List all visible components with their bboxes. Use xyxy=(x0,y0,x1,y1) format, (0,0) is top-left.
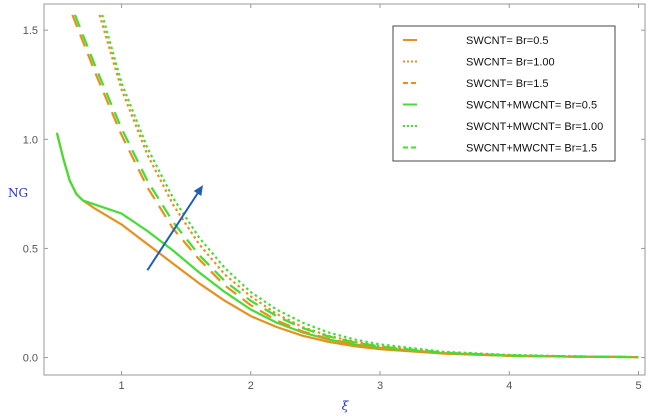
legend-label-0: SWCNT= Br=0.5 xyxy=(466,35,549,47)
legend-label-3: SWCNT+MWCNT= Br=0.5 xyxy=(466,100,597,112)
trend-arrow-shaft xyxy=(146,192,199,271)
legend-label-2: SWCNT= Br=1.5 xyxy=(466,78,549,90)
x-tick-label: 4 xyxy=(506,380,512,392)
x-tick-label: 5 xyxy=(635,380,641,392)
x-tick-label: 1 xyxy=(118,380,124,392)
x-tick-label: 3 xyxy=(377,380,383,392)
x-axis-label: ξ xyxy=(342,399,350,413)
y-tick-label: 1.0 xyxy=(23,134,38,146)
y-tick-label: 0.5 xyxy=(23,243,38,255)
annotation-layer xyxy=(146,185,203,271)
plot-border xyxy=(43,3,646,376)
trend-arrow-head xyxy=(193,185,203,196)
series-line-2 xyxy=(71,14,639,359)
ticks: 1 2 3 4 5 0.0 0.5 1.0 1.5 xyxy=(23,4,645,392)
plot-frame xyxy=(43,3,646,376)
legend-label-1: SWCNT= Br=1.00 xyxy=(466,57,555,69)
legend-box xyxy=(392,25,616,162)
series-layer xyxy=(55,14,639,359)
y-tick-label: 0.0 xyxy=(23,353,38,365)
y-tick-label: 1.5 xyxy=(23,25,38,37)
legend-label-5: SWCNT+MWCNT= Br=1.5 xyxy=(466,143,597,155)
y-axis-label: NG xyxy=(8,186,28,200)
legend: SWCNT= Br=0.5 SWCNT= Br=1.00 SWCNT= Br=1.5… xyxy=(392,25,616,162)
legend-label-4: SWCNT+MWCNT= Br=1.00 xyxy=(466,121,603,133)
x-tick-label: 2 xyxy=(248,380,254,392)
